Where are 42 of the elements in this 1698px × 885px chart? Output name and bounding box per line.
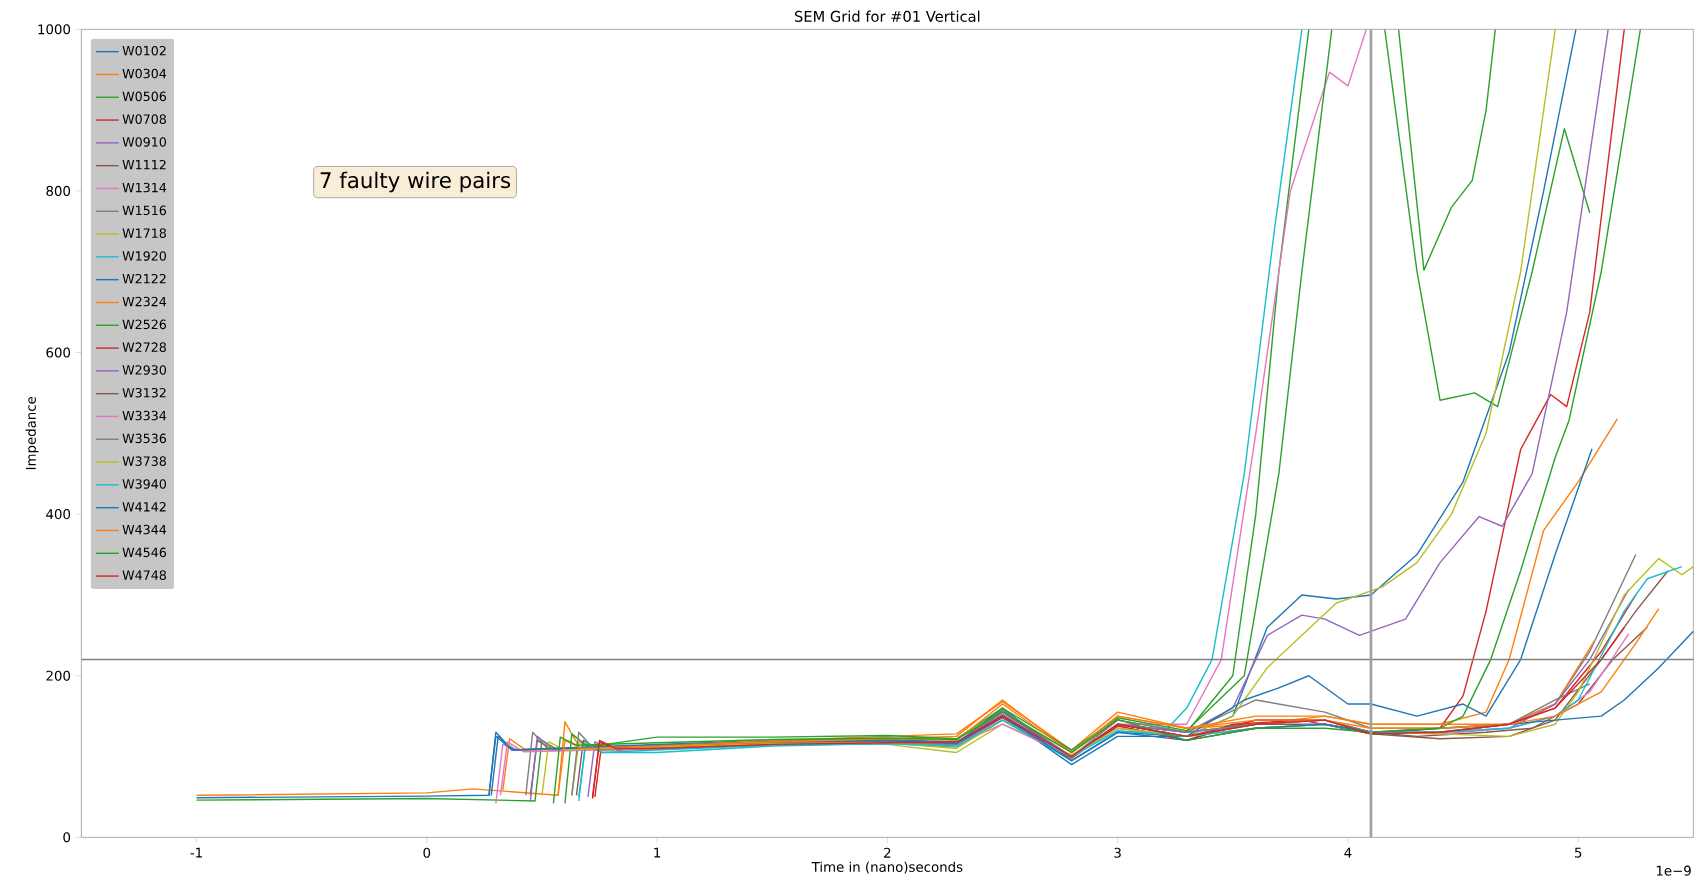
- chart-title: SEM Grid for #01 Vertical: [794, 10, 980, 22]
- text: 1e−9: [1656, 865, 1691, 876]
- x-axis-title: Time in (nano)seconds: [811, 861, 963, 874]
- legend-label: W1112: [122, 159, 166, 170]
- y-tick-label: 1000: [38, 24, 71, 35]
- legend-label: W3738: [122, 456, 166, 466]
- legend-label: W1516: [122, 205, 167, 216]
- y-tick-label: 200: [46, 670, 71, 681]
- legend-label: W2526: [122, 319, 167, 330]
- x-tick-label: 3: [1114, 847, 1121, 858]
- y-tick-label: 800: [46, 185, 71, 196]
- legend-label: W3334: [122, 410, 167, 421]
- legend-label: W4748: [122, 570, 166, 580]
- legend-label: W3132: [122, 387, 166, 398]
- y-tick-label: 600: [46, 347, 71, 358]
- legend-label: W2122: [122, 273, 166, 284]
- y-tick-label: 0: [63, 832, 71, 843]
- legend-label: W1314: [122, 182, 167, 193]
- legend-label: W0304: [122, 68, 167, 79]
- legend-label: W4344: [122, 524, 167, 535]
- x-tick-label: 4: [1344, 847, 1352, 858]
- y-axis-title: Impedance: [25, 396, 39, 470]
- x-tick-label: 0: [423, 847, 431, 858]
- legend-label: W2728: [122, 342, 166, 352]
- legend-label: W0102: [122, 45, 166, 56]
- x-tick-label: 2: [884, 847, 891, 858]
- legend-label: W3536: [122, 433, 167, 444]
- legend-label: W2324: [122, 296, 167, 307]
- legend-label: W0708: [122, 114, 166, 124]
- x-tick-label: 1: [654, 847, 661, 858]
- legend-label: W1718: [122, 228, 166, 238]
- legend-label: W3940: [122, 479, 167, 489]
- y-tick-label: 400: [46, 509, 71, 520]
- legend-label: W0506: [122, 91, 167, 102]
- x-tick-label: -1: [190, 847, 202, 858]
- legend-label: W0910: [122, 137, 167, 147]
- legend-label: W4546: [122, 547, 167, 558]
- legend-label: W2930: [122, 365, 167, 375]
- legend-label: W4142: [122, 501, 166, 512]
- legend-label: W1920: [122, 251, 167, 261]
- annotation: 7 faulty wire pairs: [320, 171, 511, 193]
- x-tick-label: 5: [1574, 847, 1582, 858]
